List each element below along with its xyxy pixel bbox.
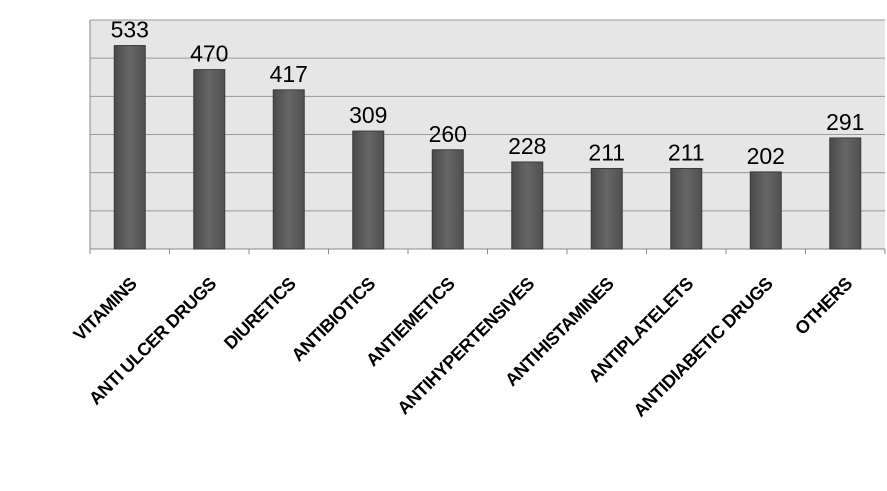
data-label: 211 [668, 139, 705, 165]
bar [829, 137, 862, 250]
bar [670, 167, 703, 250]
data-label: 211 [588, 139, 625, 165]
bar [749, 171, 782, 250]
category-label: OTHERS [791, 273, 856, 338]
value-labels: 533 470 417 309 260 228 211 211 202 291 [111, 17, 865, 169]
category-label: ANTIDIABETIC DRUGS [630, 273, 777, 420]
data-label: 260 [429, 121, 467, 147]
category-label: DIURETICS [220, 273, 300, 353]
bar [113, 45, 146, 250]
bar [590, 167, 623, 250]
bars [113, 45, 862, 250]
category-label: ANTIHYPERTENSIVES [393, 273, 538, 418]
bar [352, 130, 385, 250]
data-label: 533 [111, 17, 149, 43]
bar [193, 69, 226, 250]
category-label: VITAMINS [69, 273, 141, 345]
bar [511, 161, 544, 250]
data-label: 291 [826, 109, 864, 135]
bar [272, 89, 305, 250]
bar [431, 149, 464, 250]
data-label: 309 [349, 102, 387, 128]
data-label: 228 [508, 133, 546, 159]
data-label: 417 [270, 61, 308, 87]
data-label: 470 [190, 41, 228, 67]
data-label: 202 [747, 143, 785, 169]
